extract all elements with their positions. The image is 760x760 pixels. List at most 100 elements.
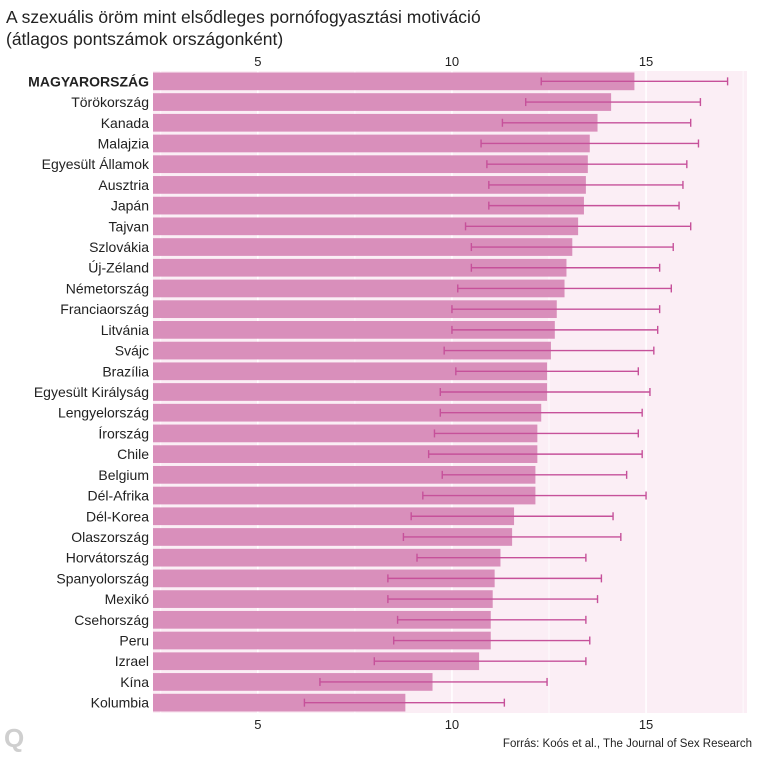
bar [153,362,548,381]
bar [153,673,433,691]
bar [153,569,495,588]
x-tick-label-top: 15 [639,54,653,69]
error-bar [427,450,643,459]
bar [153,486,536,505]
category-label: Belgium [98,467,149,483]
bar [153,341,551,360]
error-bar [439,388,651,396]
category-label: Dél-Afrika [88,488,150,504]
category-label: Írország [98,425,149,441]
chart-title-line-2: (átlagos pontszámok országonként) [6,29,284,49]
category-label: Tajvan [109,218,149,234]
category-label: Litvánia [101,322,149,338]
bar [153,93,612,111]
category-labels: MAGYARORSZÁG Törökország Kanada Malajzia Egy… [28,73,150,710]
category-label: Csehország [74,612,149,628]
bar [153,155,588,174]
error-bar [422,491,647,500]
bar [153,590,493,608]
category-label: Kanada [101,115,149,131]
error-bar [396,615,587,624]
error-bar [443,346,655,355]
category-label: Mexikó [105,591,150,607]
bar [153,300,557,319]
error-bar [387,595,599,604]
x-axis-top: 5 10 15 [254,54,653,69]
error-bar [402,532,622,541]
category-label: Németország [66,280,149,296]
bar [153,465,536,484]
bar [153,196,584,215]
publisher-logo: Q [4,723,25,753]
x-tick-label-bottom: 10 [445,717,459,732]
category-label: Lengyelország [58,405,149,421]
bar [153,548,501,567]
error-bar [464,222,692,231]
x-tick-label-bottom: 5 [254,717,261,732]
category-label: Franciaország [60,301,149,317]
category-label: Szlovákia [89,239,149,255]
category-label: Peru [119,633,149,649]
error-bar [416,553,587,562]
error-bar [488,180,684,189]
source-note: Forrás: Koós et al., The Journal of Sex … [502,738,752,750]
category-label: Svájc [115,343,149,359]
category-label: Dél-Korea [86,508,149,524]
category-label: Horvátország [66,550,149,566]
bar [153,507,515,526]
category-label: Olaszország [71,529,149,545]
error-bar [451,325,659,334]
error-bar [393,636,591,645]
bar [153,445,538,463]
error-bar [319,677,548,686]
category-label: Új-Zéland [88,260,149,276]
error-bar [470,243,674,252]
error-bar [441,470,628,479]
bar [153,217,579,236]
error-bar [501,118,692,127]
x-tick-label-bottom: 15 [639,717,653,732]
bar [153,321,555,339]
category-label: Egyesült Államok [42,156,150,172]
bar [153,238,573,256]
error-bar [455,367,639,376]
category-label: Izrael [115,653,149,669]
x-tick-label-top: 10 [445,54,459,69]
bar [153,279,565,298]
error-bar [439,408,643,417]
bar [153,528,513,546]
bar [153,113,598,132]
error-bar [525,98,702,107]
x-tick-label-top: 5 [254,54,261,69]
category-label: Kolumbia [91,695,150,711]
error-bar [303,698,506,707]
error-bar [470,263,661,272]
chart-title-line-1: A szexuális öröm mint elsődleges pornófo… [6,7,481,27]
bar [153,610,491,629]
bars [153,72,635,712]
category-label: Brazília [102,363,149,379]
category-label: Malajzia [98,135,150,151]
error-bar [387,574,603,583]
category-label: Chile [117,446,149,462]
bar [153,424,538,443]
bar [153,693,406,712]
category-label: Kína [120,674,149,690]
category-label: Egyesült Királyság [34,384,149,400]
category-label: Japán [111,198,149,214]
bar [153,258,567,277]
bar [153,631,491,650]
x-axis-bottom: 5 10 15 [254,717,653,732]
bar [153,383,548,401]
category-label: Spanyolország [56,570,149,586]
category-label: Ausztria [98,177,149,193]
error-bar [451,305,661,314]
error-bar [488,201,680,210]
error-bar [373,657,587,666]
error-bar [540,77,729,86]
bar [153,176,586,194]
bar [153,652,480,671]
bar [153,72,635,91]
category-label: Törökország [71,94,149,110]
